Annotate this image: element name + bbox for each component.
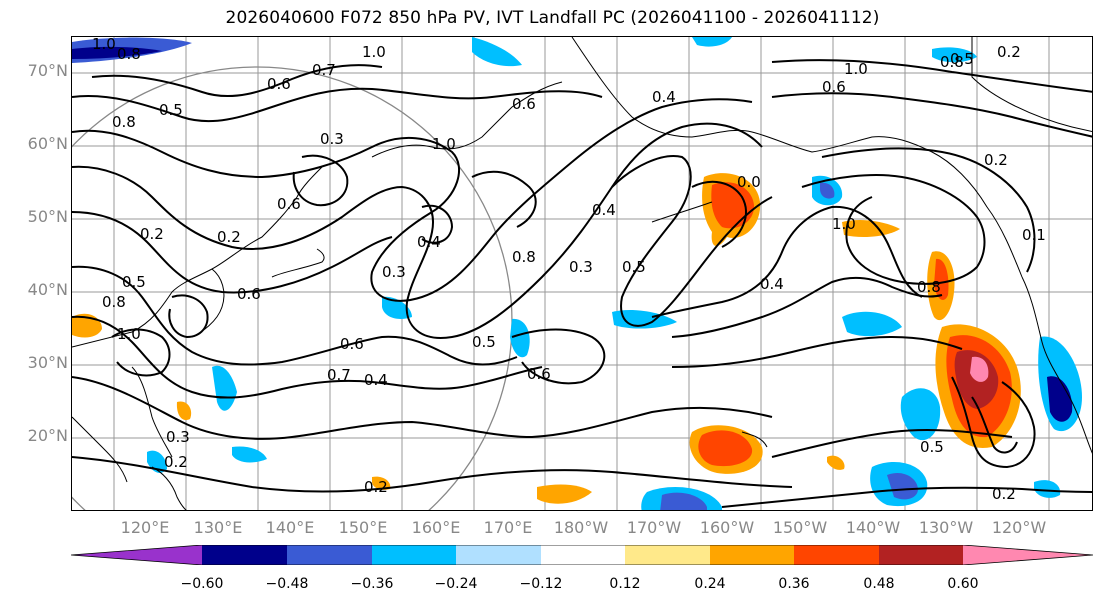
colorbar-segment [625,545,710,565]
contour-label: 0.4 [417,233,441,251]
contour-label: 1.0 [362,43,386,61]
contour-label: 0.1 [1022,226,1046,244]
colorbar-segment [963,545,1093,565]
lat-label: 30°N [27,353,68,372]
colorbar-segment [541,545,625,565]
contour-label: 0.6 [512,95,536,113]
lon-label: 170°W [626,518,682,537]
colorbar-segment [710,545,794,565]
map-plot: 1.0 0.8 1.0 0.6 0.7 0.5 0.8 0.3 0.6 0.2 … [72,37,1092,510]
colorbar-tick-label: −0.60 [180,576,224,592]
colorbar-segment [879,545,963,565]
colorbar-segment [202,545,287,565]
contour-label: 1.0 [92,37,116,53]
lat-label: 50°N [27,207,68,226]
contour-label: 0.3 [166,428,190,446]
contour-labels: 1.0 0.8 1.0 0.6 0.7 0.5 0.8 0.3 0.6 0.2 … [92,37,1046,503]
contour-label: 0.8 [112,113,136,131]
lon-label: 180°W [553,518,609,537]
contour-label: 1.0 [832,215,856,233]
contour-label: 0.8 [940,53,964,71]
colorbar [71,545,1093,565]
colorbar-tick-label: 0.48 [863,576,895,592]
contour-label: 0.4 [760,275,784,293]
colorbar-tick-label: −0.48 [265,576,309,592]
contour-label: 0.6 [340,335,364,353]
contour-label: 0.7 [312,61,336,79]
lat-label: 60°N [27,134,68,153]
contour-label: 0.2 [164,453,188,471]
lon-label: 170°E [483,518,533,537]
contour-label: 0.8 [117,45,141,63]
map-title: 2026040600 F072 850 hPa PV, IVT Landfall… [225,8,880,28]
contour-label: 0.0 [737,173,761,191]
colorbar-segment [372,545,456,565]
contour-label: 0.5 [920,438,944,456]
colorbar-tick-label: 0.24 [694,576,726,592]
contour-label: 0.3 [320,130,344,148]
contour-label: 1.0 [844,60,868,78]
contour-label: 0.5 [122,273,146,291]
lat-label: 20°N [27,426,68,445]
lon-label: 130°W [918,518,974,537]
contour-label: 0.5 [159,101,183,119]
colorbar-tick-label: −0.36 [350,576,394,592]
contour-label: 0.4 [652,88,676,106]
colorbar-segments [71,545,1093,565]
contour-label: 0.2 [992,485,1016,503]
contour-label: 0.5 [622,258,646,276]
colorbar-tick-label: 0.36 [778,576,810,592]
contour-label: 0.2 [984,151,1008,169]
contour-label: 0.6 [527,365,551,383]
contour-label: 0.3 [569,258,593,276]
contour-label: 1.0 [432,135,456,153]
colorbar-segment [456,545,541,565]
contour-label: 0.2 [997,43,1021,61]
colorbar-segment [287,545,372,565]
contour-label: 0.4 [592,201,616,219]
contour-label: 0.8 [917,278,941,296]
contour-label: 0.2 [364,478,388,496]
lon-label: 160°E [411,518,461,537]
contour-label: 0.6 [822,78,846,96]
colorbar-tick-label: 0.12 [609,576,641,592]
lat-label: 40°N [27,280,68,299]
contour-label: 0.6 [277,195,301,213]
coastlines [72,37,1092,510]
contour-label: 0.2 [217,228,241,246]
pv-contours [72,59,1092,508]
lon-label: 150°W [772,518,828,537]
lon-label: 160°W [699,518,755,537]
contour-label: 0.4 [364,371,388,389]
contour-label: 0.8 [102,293,126,311]
contour-label: 0.3 [382,263,406,281]
lon-label: 120°E [120,518,170,537]
lat-label: 70°N [27,61,68,80]
lon-label: 130°E [193,518,243,537]
contour-label: 0.2 [140,225,164,243]
colorbar-tick-label: −0.24 [434,576,478,592]
ivt-pc-shading [72,37,1082,510]
lon-label: 120°W [991,518,1047,537]
contour-label: 1.0 [117,325,141,343]
colorbar-tick-label: 0.60 [947,576,979,592]
contour-label: 0.8 [512,248,536,266]
contour-label: 0.6 [267,75,291,93]
contour-label: 0.6 [237,285,261,303]
colorbar-segment [794,545,879,565]
lon-label: 150°E [338,518,388,537]
colorbar-segment [71,545,202,565]
map-panel[interactable]: 1.0 0.8 1.0 0.6 0.7 0.5 0.8 0.3 0.6 0.2 … [71,36,1093,511]
contour-label: 0.5 [950,50,974,68]
contour-label: 0.7 [327,366,351,384]
colorbar-tick-label: −0.12 [519,576,563,592]
contour-label: 0.5 [472,333,496,351]
lon-label: 140°E [265,518,315,537]
lon-label: 140°W [845,518,901,537]
